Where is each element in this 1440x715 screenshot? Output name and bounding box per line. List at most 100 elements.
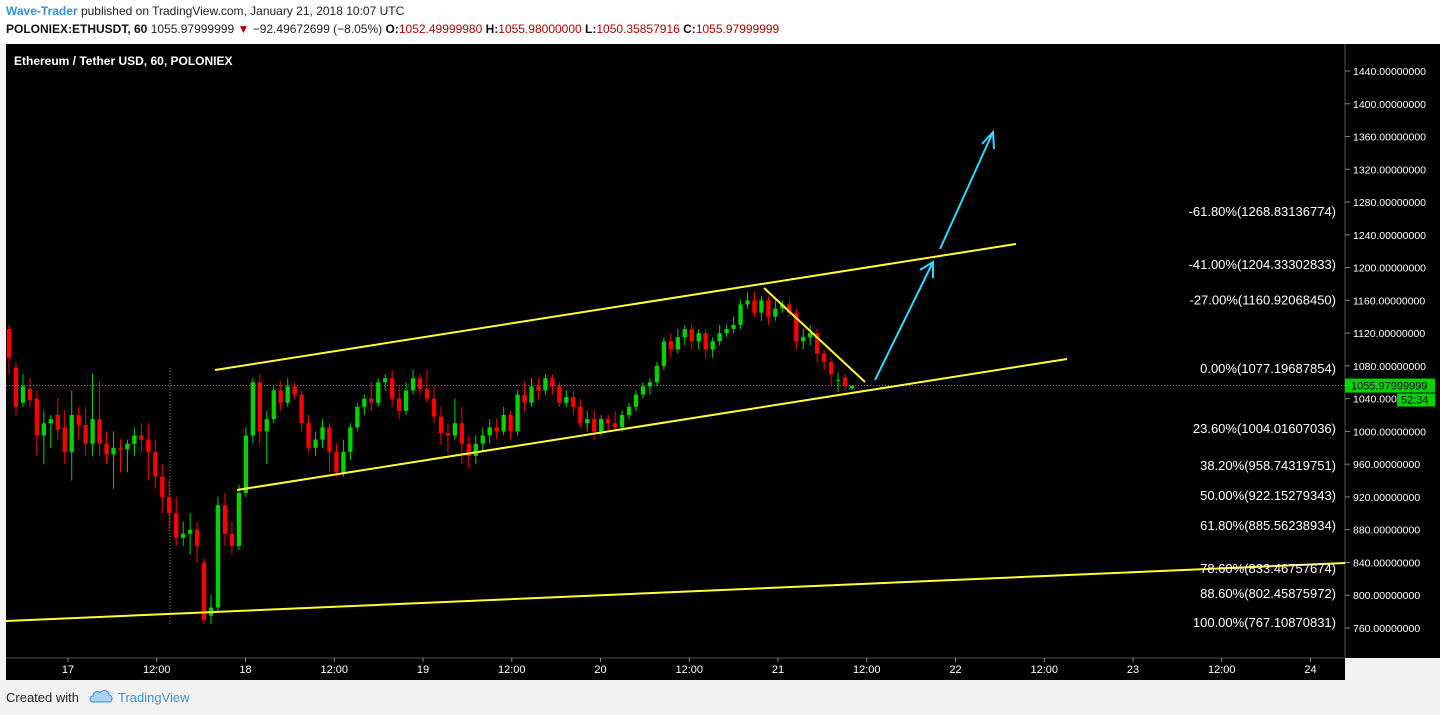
candle-body bbox=[125, 443, 130, 450]
y-tick-label: 840.00000000 bbox=[1353, 557, 1420, 569]
y-tick-label: 1320.00000000 bbox=[1353, 164, 1426, 176]
trendlines bbox=[5, 243, 1346, 622]
y-tick-label: 1400.00000000 bbox=[1353, 99, 1426, 111]
candle bbox=[626, 402, 632, 420]
candle bbox=[661, 337, 667, 370]
published-text: published on TradingView.com, January 21… bbox=[80, 4, 405, 18]
candle-body bbox=[543, 378, 548, 391]
candle bbox=[125, 439, 130, 473]
candle bbox=[815, 329, 820, 362]
y-tick-label: 1200.00000000 bbox=[1353, 263, 1426, 275]
candle bbox=[738, 300, 743, 330]
candle-body bbox=[396, 398, 402, 411]
candle bbox=[605, 415, 611, 432]
candle-body bbox=[752, 300, 757, 313]
candles bbox=[6, 292, 855, 624]
candle bbox=[640, 382, 646, 399]
candle-body bbox=[480, 435, 485, 444]
candle-body bbox=[431, 398, 437, 417]
candle-body bbox=[592, 419, 597, 432]
close-value: 1055.97999999 bbox=[695, 22, 780, 36]
candle bbox=[313, 431, 318, 456]
change-label: −92.49672699 (−8.05%) bbox=[252, 22, 383, 36]
candle bbox=[236, 484, 242, 551]
candle bbox=[97, 382, 102, 456]
candle bbox=[327, 423, 332, 473]
price-chart[interactable]: 1440.00000000 1400.00000000 1360.00000000 1… bbox=[0, 44, 1440, 680]
candle-body bbox=[215, 505, 221, 608]
candle-body bbox=[619, 415, 625, 428]
candle bbox=[703, 329, 708, 358]
candle-body bbox=[849, 385, 855, 389]
price-axis[interactable] bbox=[1345, 44, 1440, 658]
candle-body bbox=[285, 386, 290, 403]
candle-body bbox=[181, 533, 186, 538]
last-price-label: 1055.97999999 bbox=[150, 22, 235, 36]
tradingview-brand-link[interactable]: TradingView bbox=[118, 690, 190, 705]
chart-title: Ethereum / Tether USD, 60, POLONIEX bbox=[14, 54, 233, 68]
candle bbox=[187, 513, 193, 555]
y-tick-label: 800.00000000 bbox=[1353, 590, 1420, 602]
candle bbox=[83, 406, 88, 456]
y-tick-label: 1160.00000000 bbox=[1353, 295, 1425, 307]
candle-body bbox=[306, 423, 311, 448]
plot-area[interactable] bbox=[6, 44, 1345, 658]
candle bbox=[410, 369, 416, 395]
candle bbox=[424, 369, 430, 403]
candle bbox=[780, 300, 785, 313]
candle bbox=[724, 324, 729, 338]
candle bbox=[550, 374, 555, 395]
candle-body bbox=[417, 378, 423, 389]
x-tick-label: 20 bbox=[594, 664, 606, 676]
fib-level-label: -27.00%(1160.92068450) bbox=[1190, 293, 1337, 308]
candle bbox=[480, 427, 485, 452]
candle-body bbox=[682, 329, 687, 338]
footer: Created with TradingView bbox=[0, 680, 1440, 715]
candle-body bbox=[97, 419, 102, 444]
candle bbox=[132, 427, 137, 456]
candle-body bbox=[633, 394, 639, 407]
candle bbox=[215, 496, 221, 612]
candle bbox=[682, 324, 687, 346]
candle bbox=[466, 435, 471, 469]
candle-body bbox=[626, 406, 632, 416]
candle-body bbox=[362, 398, 367, 407]
candle bbox=[508, 410, 513, 440]
tradingview-cloud-icon[interactable] bbox=[88, 687, 114, 705]
created-with-label: Created with bbox=[6, 690, 79, 705]
last-price-tag-bg bbox=[1345, 378, 1435, 393]
last-price-tag: 1055.97999999 52:34 bbox=[1345, 378, 1435, 407]
candle-body bbox=[187, 529, 193, 534]
candle-body bbox=[299, 394, 304, 424]
candle bbox=[306, 415, 311, 452]
x-tick-label: 12:00 bbox=[320, 664, 348, 676]
fib-level-label: 88.60%(802.45875972) bbox=[1200, 586, 1336, 601]
candle bbox=[842, 374, 848, 391]
candle-body bbox=[724, 329, 729, 334]
candle bbox=[494, 419, 499, 440]
candle-body bbox=[473, 443, 478, 456]
candle bbox=[654, 361, 660, 387]
candle-body bbox=[661, 341, 667, 366]
countdown-tag-text: 52:34 bbox=[1401, 395, 1429, 407]
candle bbox=[160, 464, 165, 514]
candle bbox=[69, 390, 74, 481]
symbol-label[interactable]: POLONIEX:ETHUSDT, 60 bbox=[6, 22, 148, 36]
x-tick-label: 12:00 bbox=[675, 664, 703, 676]
time-axis[interactable] bbox=[6, 658, 1345, 680]
x-tick-label: 12:00 bbox=[853, 664, 881, 676]
y-tick-label: 1280.00000000 bbox=[1353, 197, 1426, 209]
candle-body bbox=[571, 397, 576, 407]
candle-body bbox=[515, 394, 520, 432]
arrow-one-shaft bbox=[874, 261, 934, 381]
candle-body bbox=[835, 379, 841, 381]
candle-body bbox=[292, 386, 297, 395]
candle bbox=[229, 521, 235, 555]
candle-body bbox=[48, 419, 53, 424]
candle bbox=[271, 386, 276, 424]
candle-body bbox=[27, 388, 33, 401]
candle bbox=[417, 374, 423, 395]
candle-body bbox=[139, 435, 144, 440]
candle-body bbox=[76, 415, 81, 425]
author-link[interactable]: Wave-Trader bbox=[6, 4, 78, 18]
